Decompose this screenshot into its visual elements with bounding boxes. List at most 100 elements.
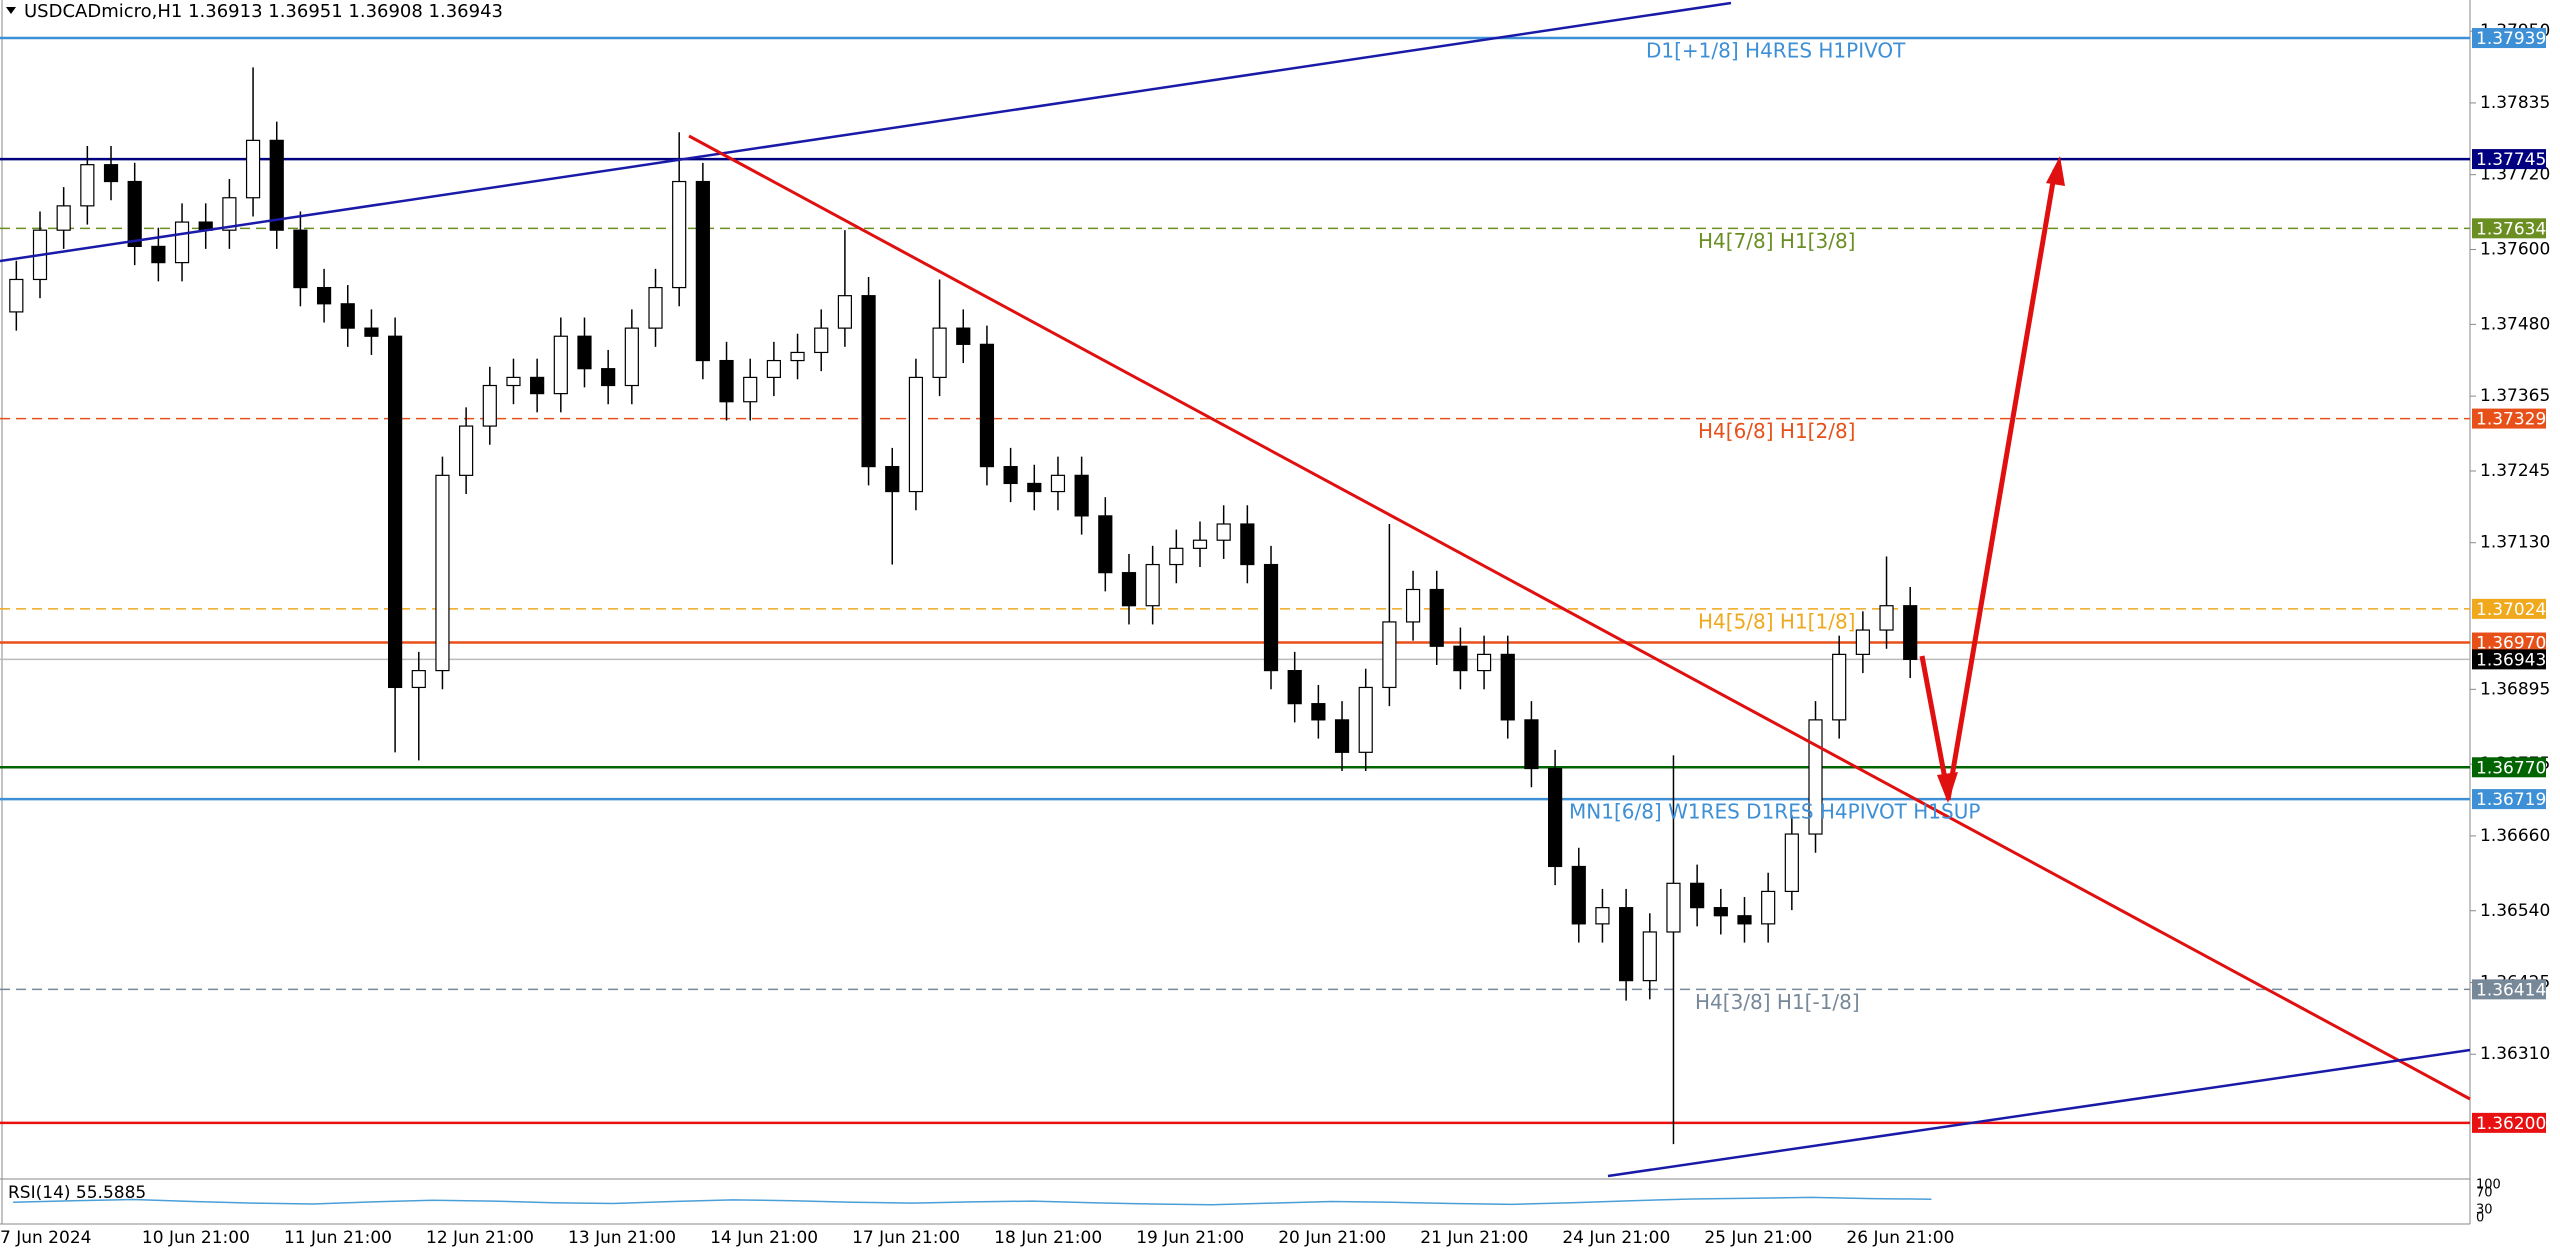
header: USDCADmicro,H1 1.36913 1.36951 1.36908 1… <box>24 1 503 22</box>
candle-body <box>1027 482 1042 493</box>
candle-body <box>1903 605 1918 660</box>
candle-body <box>672 180 687 289</box>
x-tick-label: 13 Jun 21:00 <box>568 1228 676 1248</box>
candle-body <box>56 205 71 231</box>
price-tag-label: 1.37329 <box>2476 410 2546 430</box>
candle-body <box>1524 719 1539 770</box>
rsi-axis-label: 100 <box>2476 1178 2501 1193</box>
candle-body <box>1476 653 1492 672</box>
candle-body <box>1571 865 1586 925</box>
candle-body <box>932 327 947 379</box>
trendline <box>1607 1048 2471 1178</box>
candle-body <box>861 295 876 468</box>
price-tag-label: 1.37939 <box>2476 29 2546 49</box>
candle-body <box>1121 572 1137 607</box>
candle-body <box>553 335 568 395</box>
price-tag-label: 1.37745 <box>2476 150 2546 170</box>
level-label: MN1[6/8] W1RES D1RES H4PIVOT H1SUP <box>1569 800 1980 824</box>
candle-body <box>1050 474 1066 493</box>
candle-body <box>1216 523 1231 541</box>
y-tick-label: 1.37600 <box>2480 240 2550 260</box>
candle-body <box>1192 539 1208 549</box>
candle-body <box>459 425 474 476</box>
candle-body <box>1334 719 1350 753</box>
x-tick-label: 7 Jun 2024 <box>0 1228 91 1248</box>
candle-body <box>1003 466 1018 485</box>
trendline <box>688 134 2471 1101</box>
x-tick-label: 12 Jun 21:00 <box>426 1228 534 1248</box>
price-tag <box>2472 598 2546 619</box>
candle-body <box>103 164 119 183</box>
candle-body <box>624 327 639 387</box>
candle-body <box>1240 523 1255 566</box>
candle-body <box>1382 621 1397 689</box>
x-tick-label: 19 Jun 21:00 <box>1136 1228 1244 1248</box>
candle-body <box>80 164 95 207</box>
candle-body <box>1287 669 1302 705</box>
candle-body <box>530 376 545 395</box>
candle-body <box>1429 588 1444 647</box>
candle-body <box>1879 605 1894 631</box>
x-tick-label: 18 Jun 21:00 <box>994 1228 1102 1248</box>
trendlines <box>0 1 2471 1178</box>
candle-body <box>979 343 995 468</box>
candle-body <box>1595 907 1610 925</box>
price-tag-label: 1.36200 <box>2476 1114 2546 1134</box>
y-tick-label: 1.36540 <box>2480 901 2550 921</box>
candle-body <box>1832 653 1847 721</box>
candle-body <box>316 286 332 305</box>
y-tick-label: 1.37365 <box>2480 386 2550 406</box>
x-tick-label: 21 Jun 21:00 <box>1420 1228 1528 1248</box>
candle-body <box>885 466 900 493</box>
price-tag-label: 1.36770 <box>2476 758 2546 778</box>
candle-body <box>1500 653 1515 721</box>
y-tick-label: 1.36660 <box>2480 826 2550 846</box>
y-tick-label: 1.37835 <box>2480 93 2550 113</box>
price-tag <box>2472 789 2546 810</box>
y-tick-label: 1.37480 <box>2480 314 2550 334</box>
price-tag-label: 1.37024 <box>2476 600 2546 620</box>
candle-body <box>435 474 450 672</box>
y-tick-label: 1.36895 <box>2480 679 2550 699</box>
candle-body <box>814 327 829 354</box>
trendline <box>0 1 1732 263</box>
candle-body <box>1548 767 1563 868</box>
x-tick-label: 24 Jun 21:00 <box>1562 1228 1670 1248</box>
candle-body <box>743 376 758 403</box>
candle-body <box>601 368 616 387</box>
candle-body <box>127 180 142 248</box>
candle-body <box>1311 703 1326 721</box>
candle-body <box>245 139 261 199</box>
x-tick-label: 25 Jun 21:00 <box>1704 1228 1812 1248</box>
candle-body <box>1690 882 1705 909</box>
rsi-axis-label: 70 <box>2476 1186 2493 1201</box>
menu-triangle[interactable] <box>6 7 16 14</box>
candle-body <box>9 278 24 313</box>
level-label: H4[6/8] H1[2/8] <box>1698 419 1855 443</box>
candle-body <box>1855 629 1870 655</box>
x-tick-label: 20 Jun 21:00 <box>1278 1228 1386 1248</box>
candle-body <box>1145 563 1160 607</box>
x-tick-label: 17 Jun 21:00 <box>852 1228 960 1248</box>
candle-body <box>364 327 379 337</box>
price-tag-label: 1.36719 <box>2476 790 2546 810</box>
candle-body <box>174 221 190 264</box>
candle-body <box>648 286 663 329</box>
rsi-label: RSI(14) 55.5885 <box>8 1183 146 1203</box>
price-tag-label: 1.37634 <box>2476 219 2546 239</box>
x-tick-label: 10 Jun 21:00 <box>142 1228 250 1248</box>
price-tag <box>2472 218 2546 239</box>
candle-body <box>222 197 237 231</box>
candle-body <box>695 180 710 362</box>
arrow-head <box>2046 156 2065 186</box>
price-tag <box>2472 632 2546 653</box>
candle-body <box>1761 890 1776 925</box>
candle-body <box>1405 588 1421 623</box>
candle-body <box>1713 907 1728 917</box>
level-label: D1[+1/8] H4RES H1PIVOT <box>1646 39 1906 63</box>
price-tag <box>2472 979 2546 1000</box>
candle-body <box>790 351 805 362</box>
